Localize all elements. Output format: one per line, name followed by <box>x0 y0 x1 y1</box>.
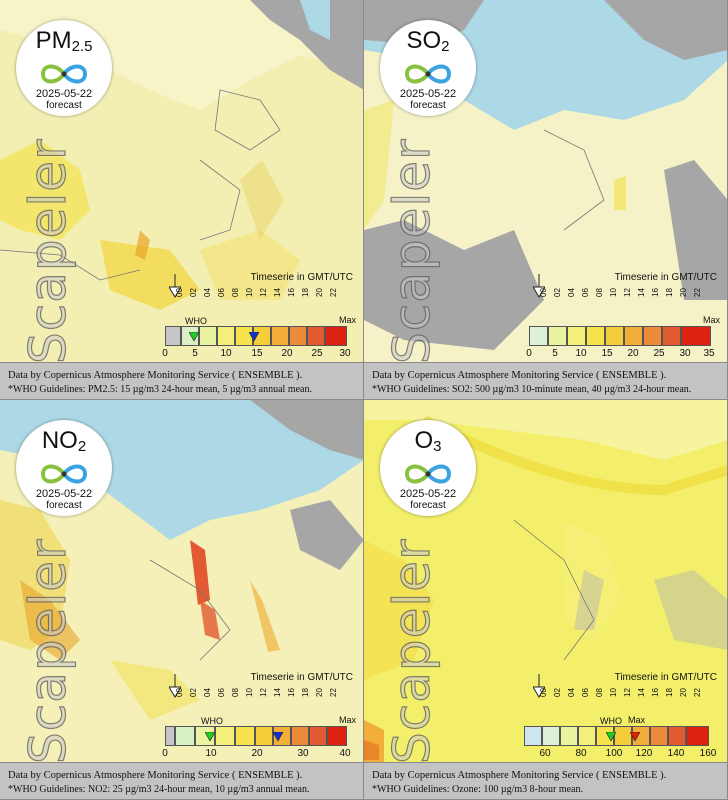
attribution-text: Data by Copernicus Atmosphere Monitoring… <box>372 370 667 381</box>
color-scale-legend: WHO Max <box>524 715 719 746</box>
map-panel-o3: O3 2025-05-22 forecast Scapeler Timeseri… <box>364 400 728 800</box>
pollutant-title: PM2.5 <box>35 27 93 56</box>
map-panel-no2: NO2 2025-05-22 forecast Scapeler Timeser… <box>0 400 364 800</box>
attribution-text: Data by Copernicus Atmosphere Monitoring… <box>8 770 303 781</box>
timeserie-label: Timeserie in GMT/UTC <box>614 672 717 683</box>
pm25-map <box>0 0 363 399</box>
who-guideline-text: *WHO Guidelines: SO2: 500 µg/m3 10-minut… <box>372 384 692 395</box>
who-green-marker-icon <box>606 732 616 742</box>
color-scale-legend: WHO Max <box>165 715 356 746</box>
who-label: WHO <box>185 316 207 326</box>
forecast-date: 2025-05-22 <box>399 88 457 100</box>
scapeler-watermark: Scapeler <box>18 538 77 765</box>
who-blue-marker-icon <box>273 732 283 742</box>
attribution-text: Data by Copernicus Atmosphere Monitoring… <box>8 370 303 381</box>
scale-values: 0 5 10 15 20 25 30 35 <box>526 348 715 359</box>
forecast-label: forecast <box>46 100 82 111</box>
scale-values: 0 5 10 15 20 25 30 <box>162 348 351 359</box>
scapeler-watermark: Scapeler <box>382 538 441 765</box>
max-label: Max <box>339 715 357 725</box>
pollutant-badge: NO2 2025-05-22 forecast <box>16 420 112 516</box>
attribution-text: Data by Copernicus Atmosphere Monitoring… <box>372 770 667 781</box>
who-green-marker-icon <box>189 332 199 342</box>
current-time-arrow-icon <box>533 674 545 698</box>
who-label: WHO <box>201 716 223 726</box>
infinity-logo-icon <box>404 64 452 84</box>
panel-footer: Data by Copernicus Atmosphere Monitoring… <box>364 762 727 799</box>
scale-values: 0 10 20 30 40 <box>162 748 351 759</box>
infinity-logo-icon <box>40 464 88 484</box>
forecast-label: forecast <box>46 500 82 511</box>
forecast-date: 2025-05-22 <box>399 488 457 500</box>
max-label: Max <box>339 315 357 325</box>
color-scale-legend: WHO Max <box>165 315 356 346</box>
timeserie-label: Timeserie in GMT/UTC <box>614 272 717 283</box>
pollutant-title: SO2 <box>406 27 450 56</box>
current-time-arrow-icon <box>169 274 181 298</box>
who-label: WHO <box>600 716 622 726</box>
infinity-logo-icon <box>40 64 88 84</box>
pollutant-badge: PM2.5 2025-05-22 forecast <box>16 20 112 116</box>
timeserie-label: Timeserie in GMT/UTC <box>250 672 353 683</box>
who-guideline-text: *WHO Guidelines: PM2.5: 15 µg/m3 24-hour… <box>8 384 312 395</box>
pollutant-title: NO2 <box>41 427 87 456</box>
who-guideline-text: *WHO Guidelines: Ozone: 100 µg/m3 8-hour… <box>372 784 583 795</box>
who-blue-marker-icon <box>249 332 259 342</box>
pollutant-title: O3 <box>414 427 442 456</box>
current-time-arrow-icon <box>533 274 545 298</box>
pollutant-badge: O3 2025-05-22 forecast <box>380 420 476 516</box>
map-panel-so2: SO2 2025-05-22 forecast Scapeler Timeser… <box>364 0 728 400</box>
forecast-date: 2025-05-22 <box>35 488 93 500</box>
max-label: Max <box>628 715 646 725</box>
infinity-logo-icon <box>404 464 452 484</box>
map-panel-pm25: PM2.5 2025-05-22 forecast Scapeler Times… <box>0 0 364 400</box>
scapeler-watermark: Scapeler <box>382 138 441 365</box>
scale-values: 60 80 100 120 140 160 <box>539 748 717 759</box>
scapeler-watermark: Scapeler <box>18 138 77 365</box>
forecast-label: forecast <box>410 100 446 111</box>
forecast-date: 2025-05-22 <box>35 88 93 100</box>
panel-footer: Data by Copernicus Atmosphere Monitoring… <box>0 362 363 399</box>
timeserie-label: Timeserie in GMT/UTC <box>250 272 353 283</box>
max-red-marker-icon <box>630 732 640 742</box>
max-label: Max <box>703 315 721 325</box>
who-green-marker-icon <box>205 732 215 742</box>
current-time-arrow-icon <box>169 674 181 698</box>
who-guideline-text: *WHO Guidelines: NO2: 25 µg/m3 24-hour m… <box>8 784 310 795</box>
forecast-label: forecast <box>410 500 446 511</box>
color-scale-legend: Max <box>529 315 720 346</box>
panel-footer: Data by Copernicus Atmosphere Monitoring… <box>364 362 727 399</box>
panel-footer: Data by Copernicus Atmosphere Monitoring… <box>0 762 363 799</box>
pollutant-badge: SO2 2025-05-22 forecast <box>380 20 476 116</box>
